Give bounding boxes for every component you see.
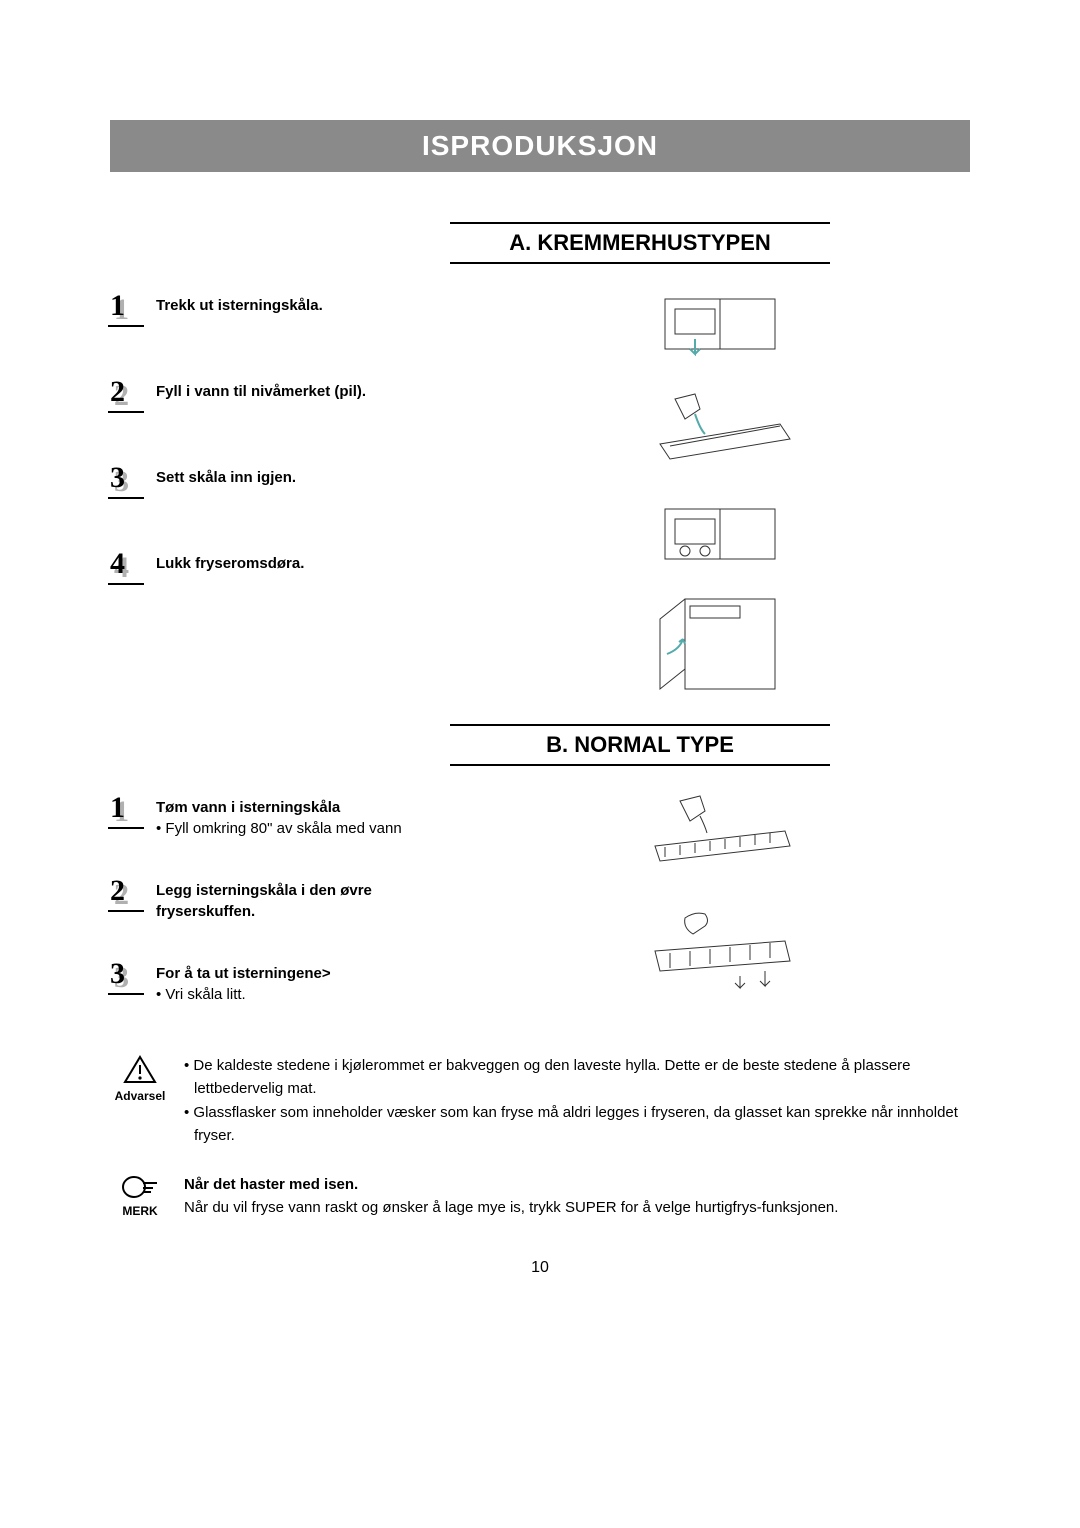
step-number-icon: 3 3 xyxy=(110,461,142,497)
section-a-header: A. KREMMERHUSTYPEN xyxy=(450,222,830,264)
page-number: 10 xyxy=(110,1259,970,1277)
illustration-pour-water-icon xyxy=(635,791,805,881)
warning-bullet-1: De kaldeste stedene i kjølerommet er bak… xyxy=(184,1055,970,1100)
step-b3: 3 3 For å ta ut isterningene> • Vri skål… xyxy=(110,957,440,1005)
illustration-insert-tray-icon xyxy=(655,499,785,569)
step-a3: 3 3 Sett skåla inn igjen. xyxy=(110,461,440,497)
step-b1-sub: • Fyll omkring 80" av skåla med vann xyxy=(156,820,402,837)
step-a4: 4 4 Lukk fryseromsdøra. xyxy=(110,547,440,583)
warning-note: Advarsel De kaldeste stedene i kjøleromm… xyxy=(110,1055,970,1149)
step-number-icon: 4 4 xyxy=(110,547,142,583)
hand-point-icon xyxy=(121,1174,159,1200)
step-b1-title: Tøm vann i isterningskåla xyxy=(156,799,340,816)
step-b3-title: For å ta ut isterningene> xyxy=(156,965,331,982)
section-b-title: B. NORMAL TYPE xyxy=(450,732,830,758)
step-number-icon: 2 2 xyxy=(110,375,142,411)
warning-label: Advarsel xyxy=(115,1089,166,1103)
section-b-header: B. NORMAL TYPE xyxy=(450,724,830,766)
note-title: Når det haster med isen. xyxy=(184,1176,358,1193)
step-a1-title: Trekk ut isterningskåla. xyxy=(156,297,323,314)
step-a3-title: Sett skåla inn igjen. xyxy=(156,469,296,486)
illustration-twist-tray-icon xyxy=(635,906,805,996)
section-a-title: A. KREMMERHUSTYPEN xyxy=(450,230,830,256)
step-number-icon: 1 1 xyxy=(110,289,142,325)
step-a4-title: Lukk fryseromsdøra. xyxy=(156,555,304,572)
step-b3-sub: • Vri skåla litt. xyxy=(156,986,246,1003)
section-b-body: 1 1 Tøm vann i isterningskåla • Fyll omk… xyxy=(110,791,970,1005)
step-number-icon: 1 1 xyxy=(110,791,142,827)
step-number-icon: 2 2 xyxy=(110,874,142,910)
step-b1: 1 1 Tøm vann i isterningskåla • Fyll omk… xyxy=(110,791,440,839)
notes-block: Advarsel De kaldeste stedene i kjøleromm… xyxy=(110,1055,970,1219)
note-label: MERK xyxy=(122,1204,157,1218)
warning-icon xyxy=(123,1055,157,1085)
illustration-pull-tray-icon xyxy=(655,289,785,359)
warning-bullet-2: Glassflasker som inneholder væsker som k… xyxy=(184,1102,970,1147)
step-a2: 2 2 Fyll i vann til nivåmerket (pil). xyxy=(110,375,440,411)
page-title-banner: ISPRODUKSJON xyxy=(110,120,970,172)
manual-page: ISPRODUKSJON A. KREMMERHUSTYPEN 1 1 Trek… xyxy=(0,0,1080,1337)
illustration-fill-water-icon xyxy=(640,384,800,474)
illustration-close-door-icon xyxy=(655,594,785,694)
section-a-body: 1 1 Trekk ut isterningskåla. 2 2 Fyll i … xyxy=(110,289,970,694)
step-b2: 2 2 Legg isterningskåla i den øvre fryse… xyxy=(110,874,440,922)
info-note: MERK Når det haster med isen. Når du vil… xyxy=(110,1174,970,1219)
step-number-icon: 3 3 xyxy=(110,957,142,993)
step-b2-title: Legg isterningskåla i den øvre frysersku… xyxy=(156,882,372,920)
note-body: Når du vil fryse vann raskt og ønsker å … xyxy=(184,1199,838,1216)
step-a1: 1 1 Trekk ut isterningskåla. xyxy=(110,289,440,325)
step-a2-title: Fyll i vann til nivåmerket (pil). xyxy=(156,383,366,400)
